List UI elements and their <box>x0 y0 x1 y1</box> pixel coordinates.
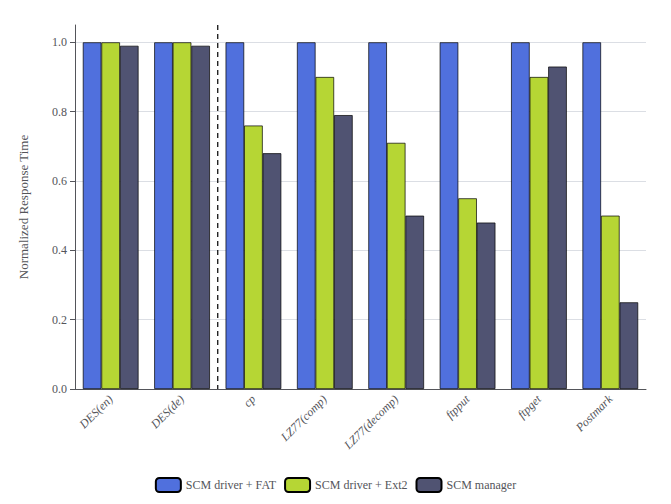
svg-text:0.0: 0.0 <box>52 382 67 396</box>
svg-text:DES(de): DES(de) <box>147 392 187 432</box>
svg-text:cp: cp <box>240 392 258 410</box>
svg-text:0.8: 0.8 <box>52 105 67 119</box>
svg-text:SCM manager: SCM manager <box>446 478 516 492</box>
svg-text:Postmark: Postmark <box>572 392 616 436</box>
svg-text:LZ77(decomp): LZ77(decomp) <box>341 392 402 453</box>
svg-text:Normalized Response Time: Normalized Response Time <box>16 135 31 280</box>
svg-text:DES(en): DES(en) <box>76 392 116 432</box>
svg-text:LZ77(comp): LZ77(comp) <box>277 392 330 445</box>
svg-text:SCM driver + Ext2: SCM driver + Ext2 <box>315 478 407 492</box>
svg-text:0.2: 0.2 <box>52 313 67 327</box>
svg-text:1.0: 1.0 <box>52 35 67 49</box>
svg-text:0.4: 0.4 <box>52 243 67 257</box>
svg-text:ftpget: ftpget <box>515 392 545 422</box>
svg-text:SCM driver + FAT: SCM driver + FAT <box>186 478 277 492</box>
svg-text:0.6: 0.6 <box>52 174 67 188</box>
svg-text:ftpput: ftpput <box>443 392 473 422</box>
